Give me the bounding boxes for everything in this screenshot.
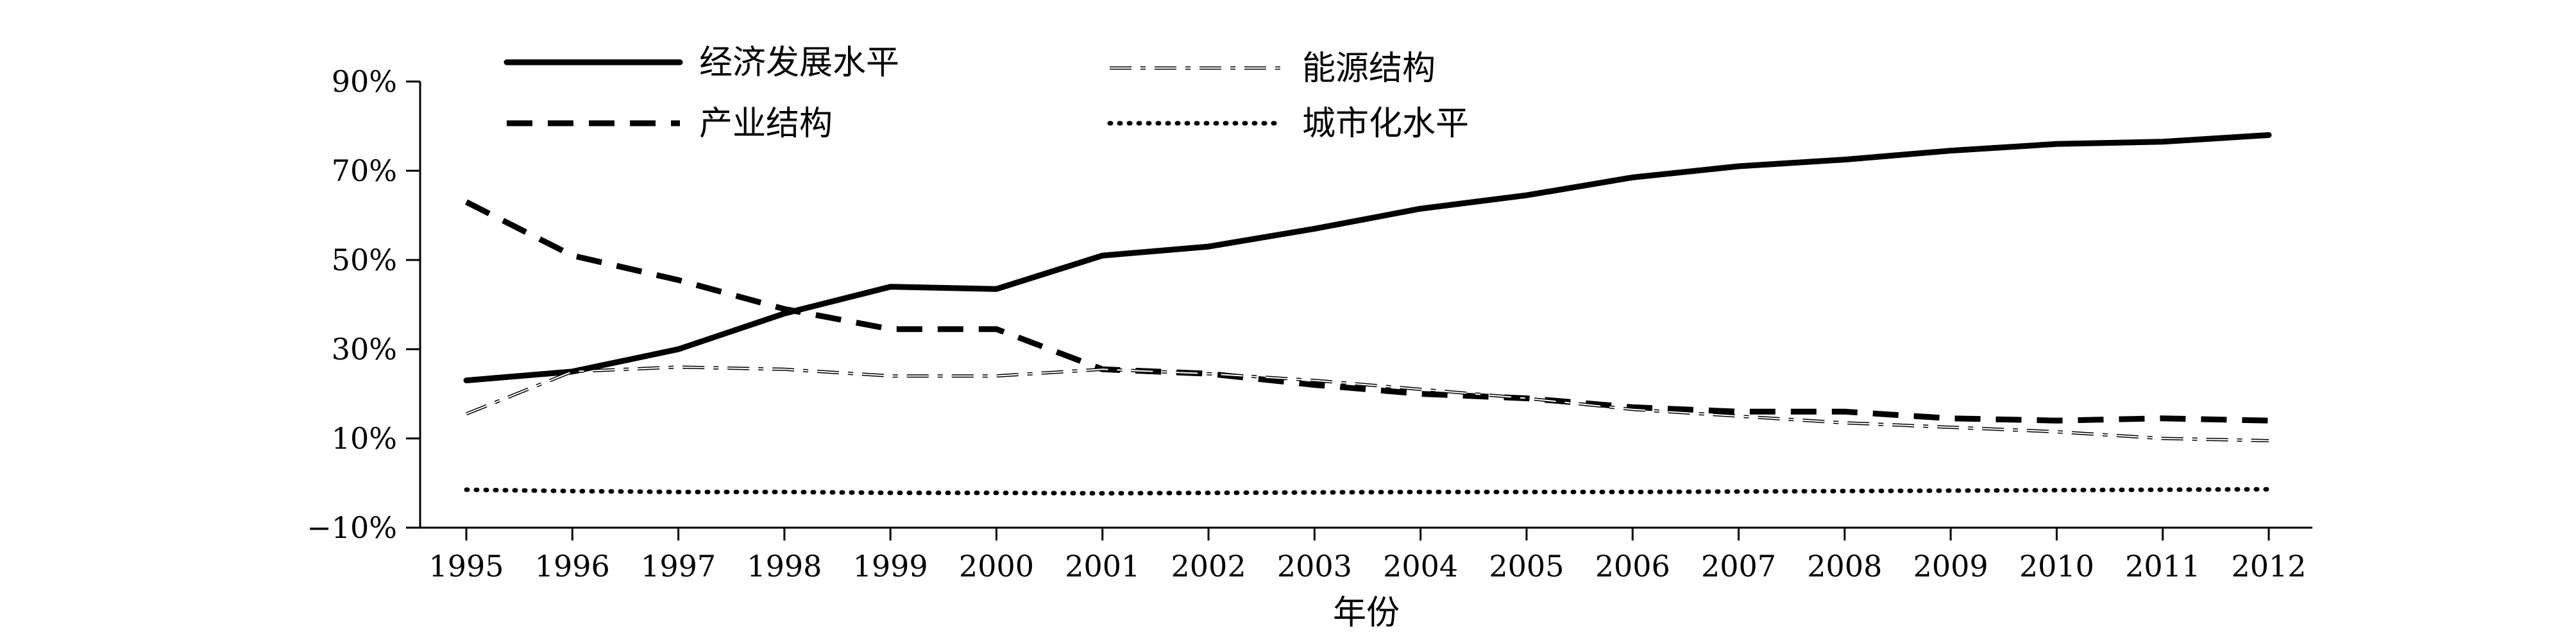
x-tick-label: 2007 — [1701, 549, 1776, 584]
series-solid — [466, 135, 2269, 380]
x-tick-label: 2000 — [959, 549, 1034, 584]
legend-label: 经济发展水平 — [699, 44, 899, 82]
legend-label: 城市化水平 — [1302, 105, 1469, 143]
x-tick-label: 2008 — [1807, 549, 1882, 584]
y-tick-label: 50% — [332, 243, 397, 277]
x-tick-label: 2004 — [1383, 549, 1458, 584]
y-tick-label: 10% — [332, 421, 397, 456]
x-axis-title: 年份 — [1333, 594, 1400, 632]
y-tick-label: 70% — [332, 153, 397, 188]
x-tick-label: 2003 — [1277, 549, 1352, 584]
series-dashed — [466, 202, 2269, 421]
x-tick-label: 1995 — [428, 549, 504, 584]
x-tick-label: 1999 — [853, 549, 928, 584]
series-line — [466, 202, 2269, 421]
x-tick-label: 2009 — [1913, 549, 1988, 584]
x-tick-label: 2005 — [1489, 549, 1564, 584]
series-dashdot — [466, 367, 2269, 441]
y-tick-label: 30% — [332, 332, 397, 367]
x-tick-label: 2011 — [2125, 549, 2200, 584]
series-line — [466, 489, 2269, 493]
series-lines — [466, 135, 2269, 493]
x-tick-label: 2010 — [2019, 549, 2094, 584]
x-tick-label: 2006 — [1595, 549, 1670, 584]
series-dotted — [466, 489, 2269, 493]
legend-label: 产业结构 — [699, 105, 833, 143]
x-tick-label: 1997 — [641, 549, 716, 584]
x-tick-label: 2002 — [1171, 549, 1246, 584]
x-tick-label: 2001 — [1065, 549, 1140, 584]
x-tick-label: 1998 — [747, 549, 822, 584]
y-tick-label: −10% — [307, 510, 397, 545]
series-line — [466, 135, 2269, 380]
legend-label: 能源结构 — [1302, 49, 1436, 88]
x-tick-label: 1996 — [535, 549, 610, 584]
x-tick-label: 2012 — [2231, 549, 2306, 584]
series-line-inner — [466, 367, 2269, 441]
y-tick-label: 90% — [332, 64, 397, 99]
